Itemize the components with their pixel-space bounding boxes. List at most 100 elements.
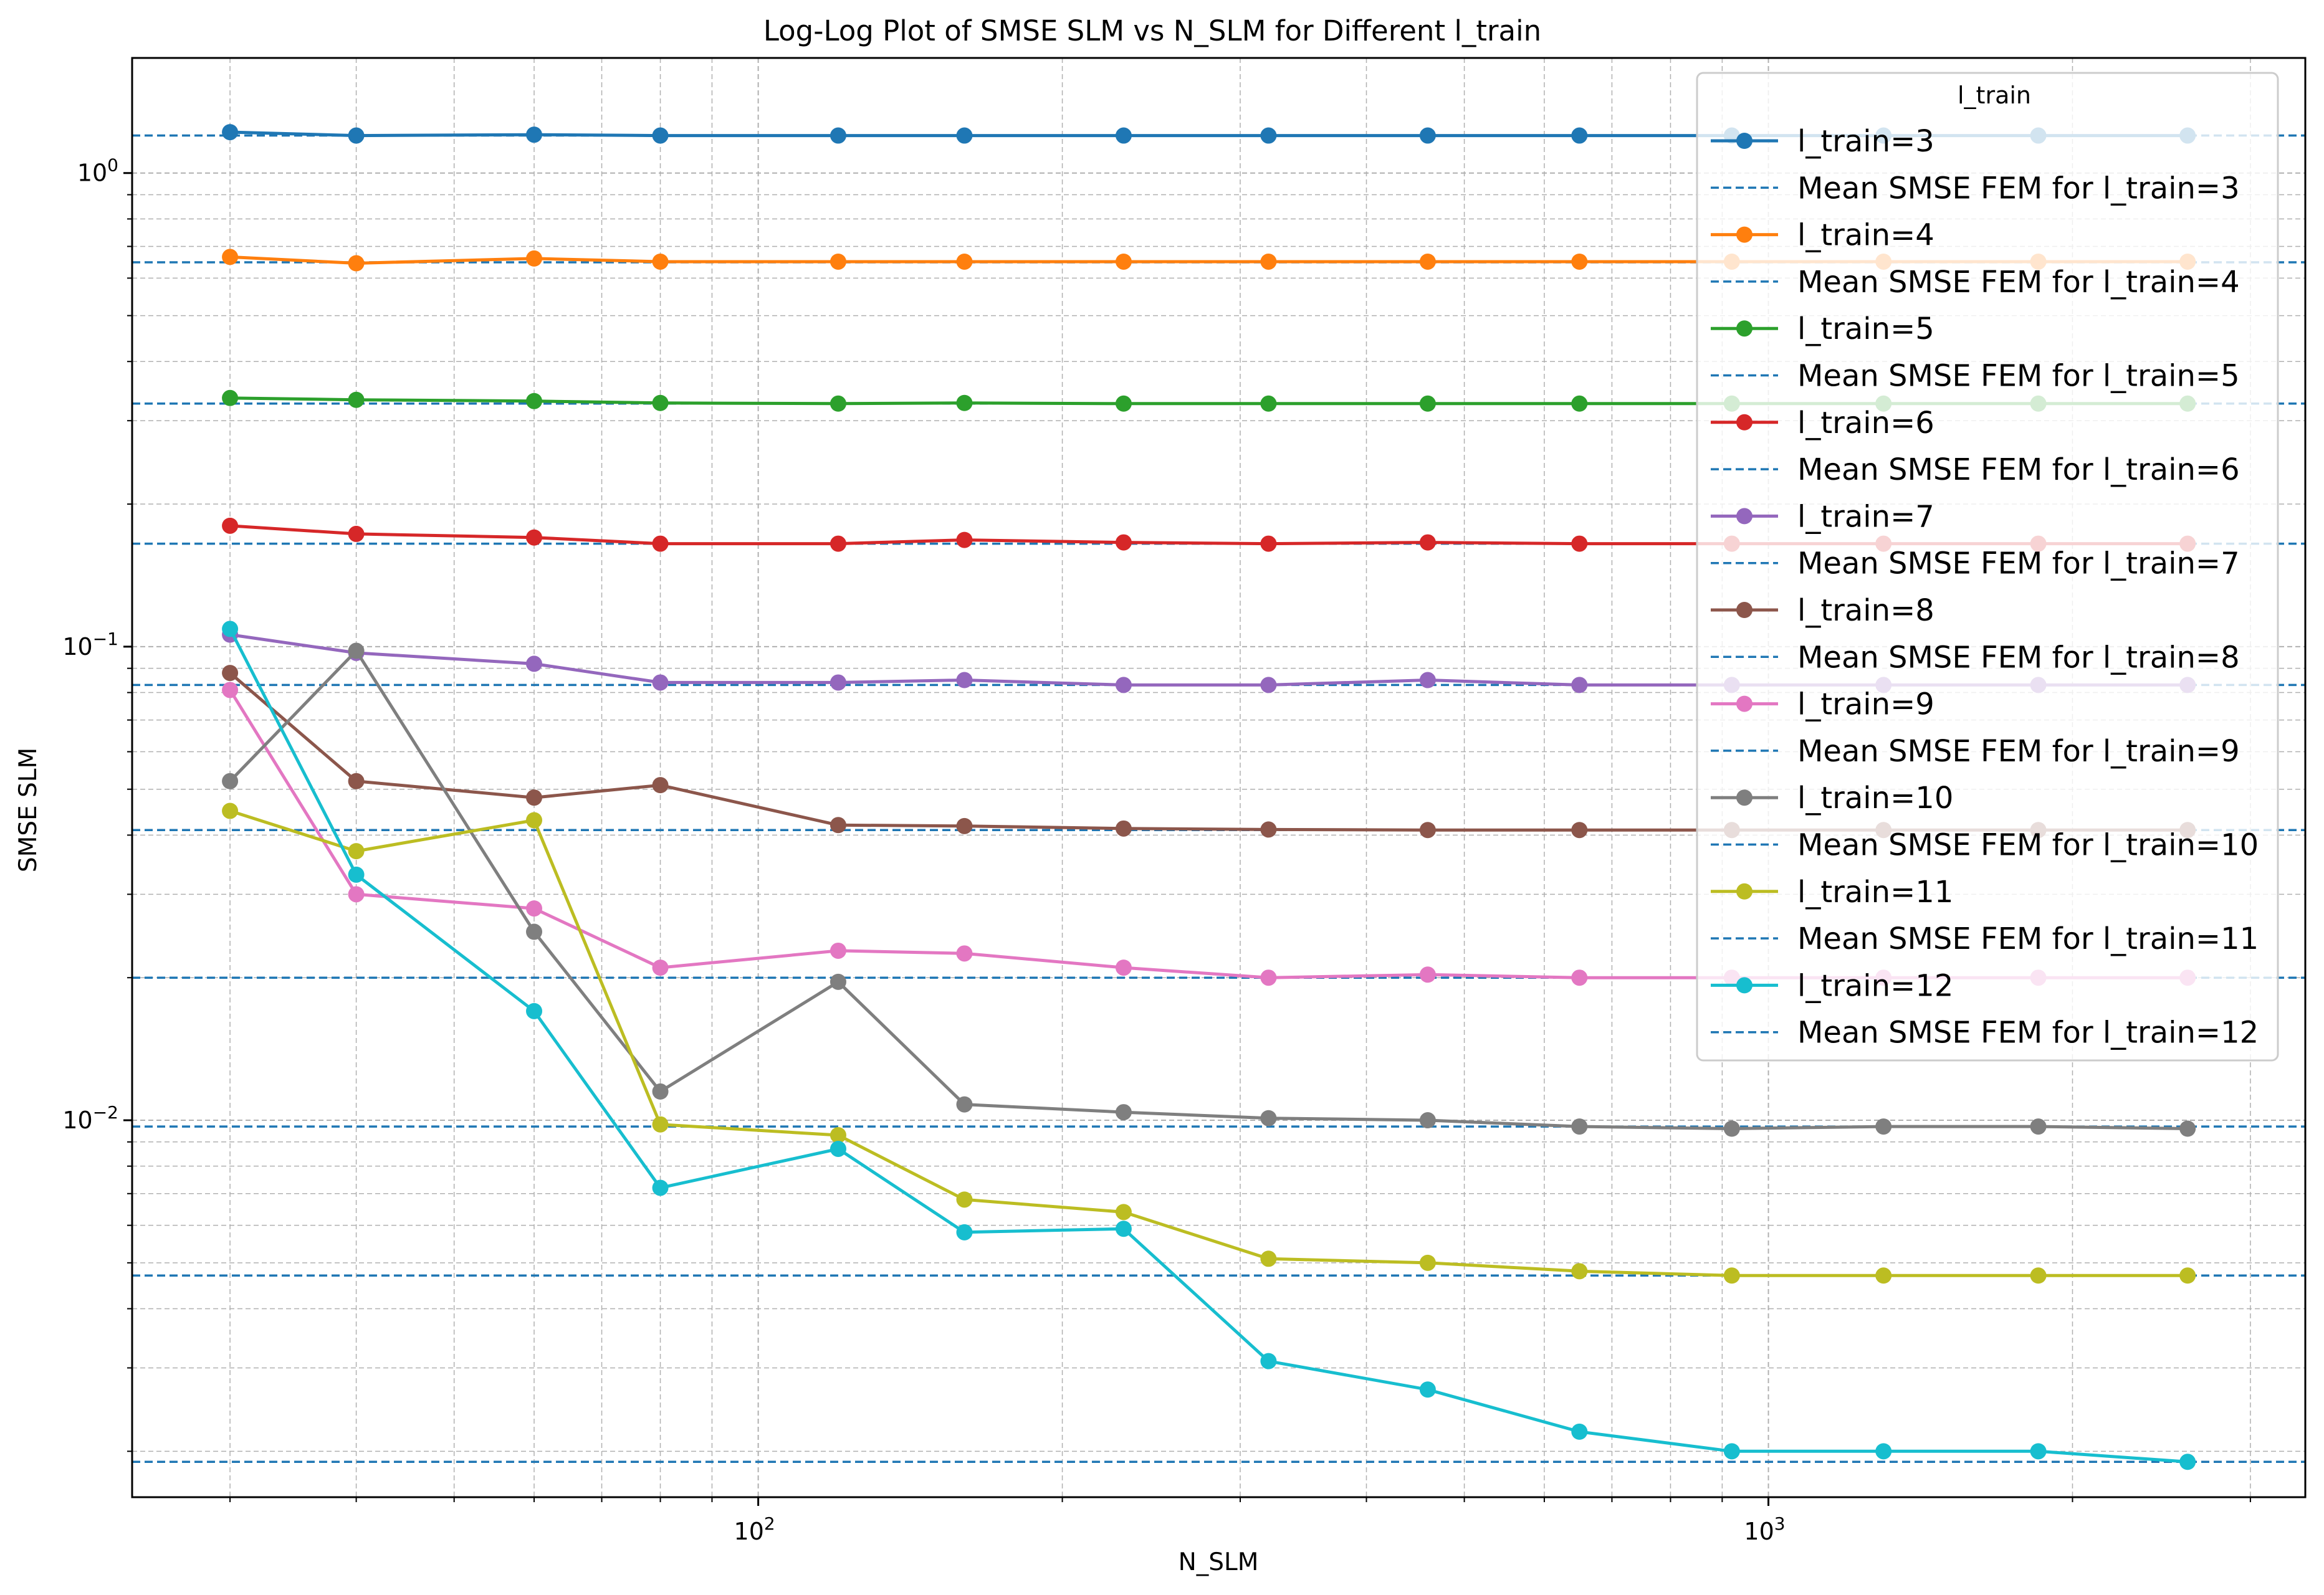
data-point [830,1126,846,1143]
legend-label: Mean SMSE FEM for l_train=12 [1797,1016,2259,1050]
data-point [1260,1110,1277,1126]
data-point [956,945,973,962]
data-point [1571,1263,1588,1280]
data-point [1571,822,1588,839]
data-point [652,1179,669,1196]
data-point [526,126,543,143]
data-point [652,1083,669,1100]
data-point [1260,1353,1277,1369]
data-point [1115,959,1132,976]
data-point [956,253,973,270]
data-point [1419,253,1436,270]
data-point [1571,1423,1588,1440]
data-point [348,886,365,903]
data-point [652,253,669,270]
y-axis-label: SMSE SLM [14,748,42,872]
data-point [222,682,239,698]
data-point [1571,969,1588,986]
data-point [2179,1267,2196,1284]
data-point [1419,966,1436,983]
legend-label: l_train=10 [1797,781,1953,816]
legend-label: Mean SMSE FEM for l_train=10 [1797,828,2259,863]
data-point [652,959,669,976]
legend-marker [1736,320,1753,337]
legend-label: Mean SMSE FEM for l_train=7 [1797,546,2240,581]
series-line [229,649,2188,1130]
data-point [222,249,239,265]
data-point [526,812,543,829]
legend-marker [1736,883,1753,900]
data-point [956,127,973,144]
x-axis-label: N_SLM [1179,1548,1259,1576]
data-point [348,255,365,272]
data-point [1875,1443,1892,1460]
legend-label: l_train=12 [1797,968,1953,1003]
data-point [1115,677,1132,693]
data-point [956,394,973,411]
data-point [1723,1267,1740,1284]
data-point [348,127,365,144]
data-point [1115,1204,1132,1221]
x-tick-label: 102 [734,1513,775,1545]
legend-title: l_train [1958,82,2031,109]
data-point [1419,127,1436,144]
data-point [1115,1104,1132,1121]
legend-label: l_train=3 [1797,124,1934,159]
legend-label: Mean SMSE FEM for l_train=5 [1797,359,2240,394]
data-point [956,531,973,548]
data-point [830,395,846,412]
data-point [1260,677,1277,693]
data-point [348,642,365,659]
data-point [1419,395,1436,412]
data-point [348,866,365,883]
legend-marker [1736,508,1753,525]
x-ticks: 102 103 [229,1497,2251,1545]
data-point [1260,1250,1277,1267]
chart-title: Log-Log Plot of SMSE SLM vs N_SLM for Di… [763,14,1541,47]
data-point [1115,1221,1132,1237]
data-point [830,127,846,144]
data-point [222,802,239,819]
data-point [222,773,239,789]
legend-label: Mean SMSE FEM for l_train=6 [1797,452,2240,487]
legend-label: l_train=5 [1797,312,1934,346]
legend-marker [1736,414,1753,431]
legend-label: Mean SMSE FEM for l_train=11 [1797,921,2259,956]
legend-label: Mean SMSE FEM for l_train=9 [1797,734,2240,769]
x-tick-label: 103 [1744,1513,1785,1545]
data-point [526,529,543,546]
legend-marker [1736,226,1753,243]
data-point [348,391,365,408]
data-point [348,773,365,789]
legend-label: Mean SMSE FEM for l_train=4 [1797,265,2240,300]
data-point [1260,535,1277,552]
data-point [1260,253,1277,270]
data-point [1260,395,1277,412]
legend-label: l_train=4 [1797,218,1934,253]
legend: l_train l_train=3 Mean SMSE FEM for l_tra… [1696,72,2279,1062]
series-line [228,628,2188,1464]
data-point [1723,1120,1740,1137]
y-tick-label: 100 [77,155,118,187]
data-point [222,517,239,534]
data-point [526,393,543,409]
data-point [2179,1454,2196,1470]
data-point [1875,1267,1892,1284]
data-point [1115,127,1132,144]
data-point [222,389,239,406]
data-point [526,789,543,806]
data-point [222,621,239,637]
legend-label: l_train=7 [1797,499,1934,534]
data-point [652,777,669,794]
data-point [652,1116,669,1133]
data-point [526,1002,543,1019]
legend-marker [1736,695,1753,712]
legend-box [1696,72,2279,1062]
data-point [1260,969,1277,986]
data-point [1419,1381,1436,1398]
data-point [1115,395,1132,412]
data-point [1875,1118,1892,1135]
data-point [652,394,669,411]
data-point [1115,534,1132,551]
data-point [1571,535,1588,552]
